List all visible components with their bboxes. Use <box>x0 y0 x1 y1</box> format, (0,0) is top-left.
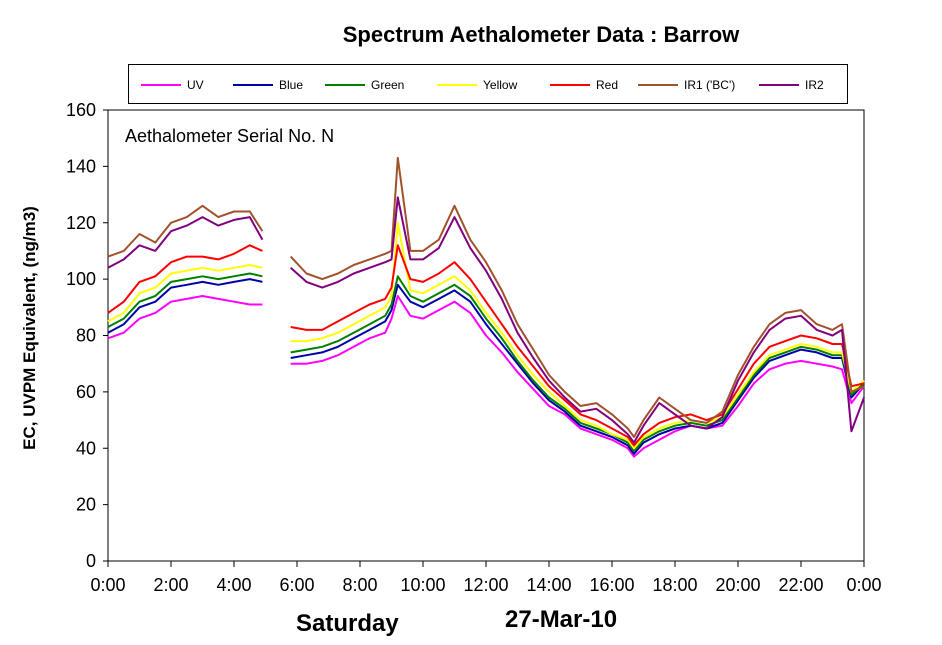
x-tick-label: 6:00 <box>279 575 314 595</box>
legend-item: Red <box>550 77 618 93</box>
legend-label: Yellow <box>483 78 518 92</box>
x-tick-label: 10:00 <box>400 575 445 595</box>
footer-date: 27-Mar-10 <box>505 606 618 633</box>
y-tick-label: 60 <box>76 382 96 402</box>
legend-item: IR2 <box>759 77 824 93</box>
series-line-ir1-bc <box>107 156 865 438</box>
legend-swatch <box>233 84 273 86</box>
series-line-blue <box>107 278 865 455</box>
x-tick-label: 8:00 <box>342 575 377 595</box>
x-tick-label: 22:00 <box>778 575 823 595</box>
y-tick-label: 120 <box>66 213 96 233</box>
series-line-uv <box>107 295 865 458</box>
legend-label: Blue <box>279 78 304 92</box>
legend-label: UV <box>187 78 204 92</box>
x-tick-label: 12:00 <box>463 575 508 595</box>
serial-annotation: Aethalometer Serial No. N <box>125 126 335 146</box>
footer-day: Saturday <box>296 610 399 637</box>
x-tick-label: 20:00 <box>715 575 760 595</box>
y-tick-label: 160 <box>66 100 96 120</box>
x-tick-label: 0:00 <box>846 575 881 595</box>
legend-swatch <box>141 84 181 86</box>
y-tick-label: 140 <box>66 156 96 176</box>
legend-swatch <box>325 84 365 86</box>
legend-swatch <box>759 84 799 86</box>
x-tick-label: 2:00 <box>153 575 188 595</box>
chart-title: Spectrum Aethalometer Data : Barrow <box>0 22 942 48</box>
legend-swatch <box>437 84 477 86</box>
legend-swatch <box>550 84 590 86</box>
legend-label: Red <box>596 78 619 92</box>
y-tick-label: 20 <box>76 495 96 515</box>
series-line-green <box>107 272 865 453</box>
legend-label: IR2 <box>805 78 824 92</box>
x-tick-label: 0:00 <box>90 575 125 595</box>
legend-swatch <box>638 84 678 86</box>
x-tick-label: 4:00 <box>216 575 251 595</box>
legend-label: IR1 ('BC') <box>684 78 736 92</box>
legend: UV Blue Green Yellow Red IR1 ('BC') IR2 <box>128 64 848 104</box>
x-tick-label: 14:00 <box>526 575 571 595</box>
series-line-yellow <box>107 221 865 450</box>
x-tick-label: 16:00 <box>589 575 634 595</box>
y-tick-label: 80 <box>76 326 96 346</box>
legend-item: Yellow <box>437 77 517 93</box>
legend-item: Green <box>325 77 404 93</box>
legend-item: IR1 ('BC') <box>638 77 735 93</box>
legend-label: Green <box>371 78 405 92</box>
legend-item: Blue <box>233 77 303 93</box>
series-line-ir2 <box>107 196 865 444</box>
legend-item: UV <box>141 77 204 93</box>
x-tick-label: 18:00 <box>652 575 697 595</box>
series-line-red <box>107 244 865 447</box>
y-tick-label: 0 <box>86 551 96 571</box>
y-tick-label: 40 <box>76 438 96 458</box>
chart-title-text: Spectrum Aethalometer Data : Barrow <box>342 22 740 47</box>
y-tick-label: 100 <box>66 269 96 289</box>
